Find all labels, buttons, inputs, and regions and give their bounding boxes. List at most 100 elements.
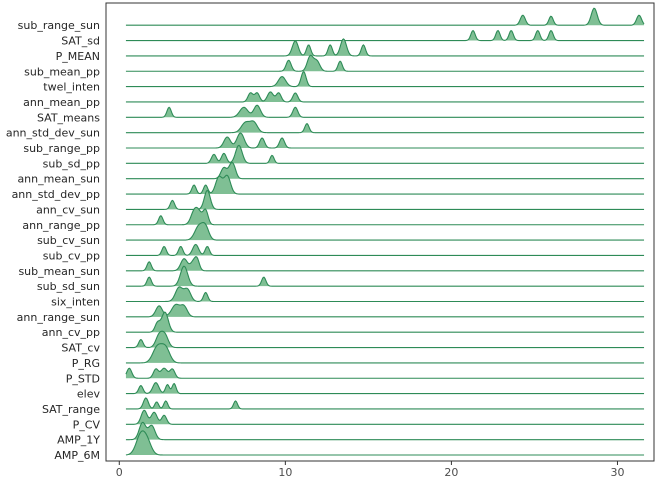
ridge-area-ann-range-sun <box>125 304 645 317</box>
ridge-sat-means <box>125 104 645 118</box>
ridge-p-rg <box>125 343 645 364</box>
ridge-area-ann-std-dev-pp <box>125 175 645 195</box>
ridge-line-sub-mean-pp <box>125 54 645 72</box>
ridge-line-sub-range-pp <box>125 132 645 149</box>
ridge-line-ann-mean-sun <box>125 161 645 180</box>
y-label-sub-sd-sun: sub_sd_sun <box>37 280 100 293</box>
y-label-sat-sd: SAT_sd <box>61 35 100 48</box>
ridge-line-sub-cv-pp <box>125 243 645 256</box>
ridge-line-ann-mean-pp <box>125 91 645 103</box>
ridge-line-twel-inten <box>125 70 645 88</box>
ridge-line-sat-means <box>125 104 645 118</box>
ridge-line-amp-1y <box>125 421 645 441</box>
y-label-sat-means: SAT_means <box>37 111 100 124</box>
y-label-sub-cv-pp: sub_cv_pp <box>43 249 100 262</box>
y-label-p-std: P_STD <box>66 372 100 385</box>
ridge-twel-inten <box>125 70 645 88</box>
y-label-ann-std-dev-sun: ann_std_dev_sun <box>6 127 100 140</box>
ridge-line-p-mean <box>125 38 645 57</box>
ridge-line-ann-range-sun <box>125 303 645 318</box>
ridge-line-sub-sd-pp <box>125 144 645 164</box>
y-axis-labels: sub_range_sun SAT_sd P_MEAN sub_mean_pptwel… <box>6 19 101 462</box>
ridge-amp-6m <box>125 430 645 456</box>
ridge-line-sub-mean-sun <box>125 256 645 272</box>
ridge-line-sat-cv <box>125 330 645 349</box>
ridge-sub-range-pp <box>125 132 645 149</box>
y-label-sub-mean-sun: sub_mean_sun <box>18 265 100 278</box>
ridge-series-group <box>125 7 645 456</box>
ridge-line-p-cv <box>125 409 645 425</box>
ridge-ann-mean-pp <box>125 91 645 103</box>
ridge-area-sub-range-pp <box>125 133 645 148</box>
y-label-sub-cv-sun: sub_cv_sun <box>37 234 100 247</box>
ridge-ann-range-sun <box>125 303 645 318</box>
x-tick-label-0: 0 <box>116 466 123 479</box>
y-label-amp-6m: AMP_6M <box>54 449 100 462</box>
ridge-ann-std-dev-sun <box>125 120 645 134</box>
y-label-sub-sd-pp: sub_sd_pp <box>43 157 100 170</box>
y-label-ann-range-pp: ann_range_pp <box>22 219 100 232</box>
ridge-ann-mean-sun <box>125 161 645 180</box>
ridge-sub-sd-sun <box>125 265 645 287</box>
ridge-line-ann-cv-pp <box>125 311 645 333</box>
ridge-area-sub-sd-sun <box>125 266 645 287</box>
x-tick-label-3: 30 <box>610 466 624 479</box>
y-label-six-inten: six_inten <box>51 296 100 309</box>
y-label-p-cv: P_CV <box>73 418 101 431</box>
y-label-elev: elev <box>77 388 101 401</box>
x-axis: 0 10 20 30 <box>116 461 624 479</box>
panel-border <box>105 2 655 462</box>
y-label-sub-mean-pp: sub_mean_pp <box>24 65 100 78</box>
ridge-area-ann-mean-sun <box>125 162 645 179</box>
ridge-line-ann-range-pp <box>125 206 645 226</box>
ridge-sub-cv-pp <box>125 243 645 256</box>
x-tick-label-2: 20 <box>444 466 458 479</box>
y-label-ann-range-sun: ann_range_sun <box>17 311 100 324</box>
ridge-line-sub-sd-sun <box>125 265 645 287</box>
y-label-amp-1y: AMP_1Y <box>57 434 100 447</box>
ridge-line-sub-cv-sun <box>125 222 645 241</box>
ridge-line-ann-std-dev-sun <box>125 120 645 134</box>
y-label-sat-range: SAT_range <box>42 403 100 416</box>
ridge-line-elev <box>125 382 645 395</box>
ridge-sub-sd-pp <box>125 144 645 164</box>
ridge-area-sub-cv-pp <box>125 244 645 256</box>
ridge-line-sat-range <box>125 397 645 410</box>
y-label-ann-mean-sun: ann_mean_sun <box>17 173 100 186</box>
y-label-ann-std-dev-pp: ann_std_dev_pp <box>12 188 100 201</box>
y-label-sub-range-pp: sub_range_pp <box>23 142 100 155</box>
y-label-sub-range-sun: sub_range_sun <box>18 19 100 32</box>
y-label-ann-mean-pp: ann_mean_pp <box>23 96 100 109</box>
ridge-line-sub-range-sun <box>125 7 645 26</box>
ridge-p-cv <box>125 409 645 425</box>
ridge-line-p-std <box>125 367 645 379</box>
ridge-line-amp-6m <box>125 430 645 456</box>
ridge-sat-sd <box>125 29 645 42</box>
ridge-six-inten <box>125 286 645 303</box>
y-label-ann-cv-pp: ann_cv_pp <box>42 326 100 339</box>
x-tick-label-1: 10 <box>278 466 292 479</box>
ridge-line-six-inten <box>125 286 645 303</box>
ridge-amp-1y <box>125 421 645 441</box>
y-label-ann-cv-sun: ann_cv_sun <box>36 203 100 216</box>
ridge-ann-cv-pp <box>125 311 645 333</box>
ridge-line-sat-sd <box>125 29 645 42</box>
ridge-sub-range-sun <box>125 7 645 26</box>
ridge-ann-std-dev-pp <box>125 174 645 195</box>
y-label-p-rg: P_RG <box>72 357 100 370</box>
ridge-sat-cv <box>125 330 645 349</box>
ridge-ann-range-pp <box>125 206 645 226</box>
ridge-sat-range <box>125 397 645 410</box>
y-label-twel-inten: twel_inten <box>43 81 100 94</box>
ridge-area-sat-means <box>125 105 645 118</box>
ridge-line-p-rg <box>125 343 645 364</box>
ridge-line-ann-cv-sun <box>125 189 645 210</box>
ridge-ann-cv-sun <box>125 189 645 210</box>
ridge-p-std <box>125 367 645 379</box>
ridge-sub-cv-sun <box>125 222 645 241</box>
y-label-sat-cv: SAT_cv <box>61 342 100 355</box>
ridge-sub-mean-pp <box>125 54 645 72</box>
ridge-area-ann-mean-pp <box>125 91 645 102</box>
